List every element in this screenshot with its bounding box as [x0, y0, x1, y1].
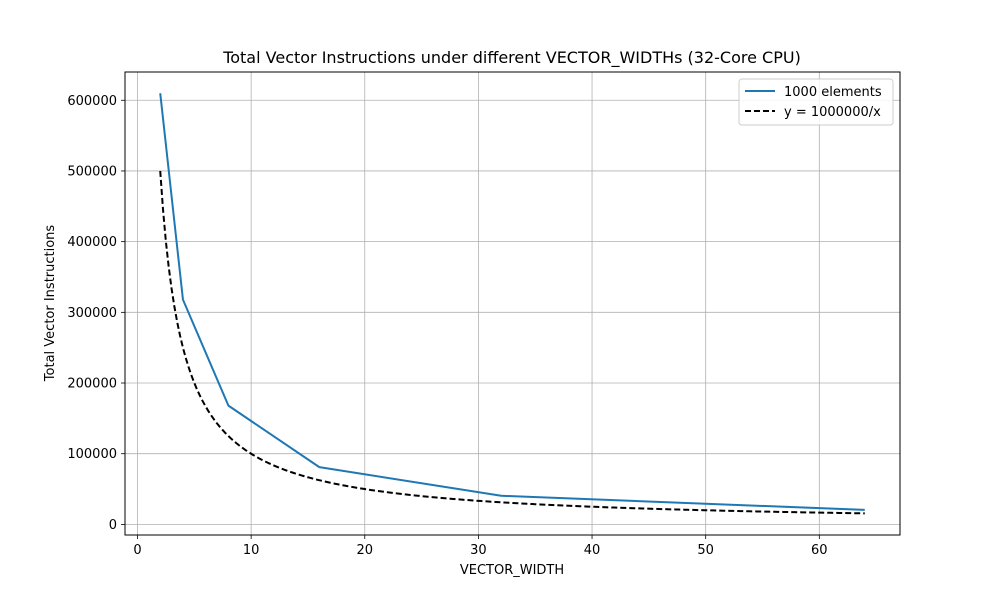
- y-tick-label: 600000: [67, 94, 117, 109]
- x-tick-label: 30: [470, 543, 487, 558]
- x-tick-label: 60: [811, 543, 828, 558]
- x-tick-label: 10: [243, 543, 260, 558]
- x-tick-label: 0: [133, 543, 141, 558]
- y-tick-label: 500000: [67, 164, 117, 179]
- series-layer: [159, 93, 865, 515]
- plot-area-frame: [124, 71, 901, 536]
- y-axis-label: Total Vector Instructions: [43, 225, 58, 383]
- y-tick-label: 300000: [67, 306, 117, 321]
- grid: [125, 72, 900, 535]
- x-tick-label: 40: [584, 543, 601, 558]
- chart-title: Total Vector Instructions under differen…: [222, 48, 801, 68]
- legend-box: [738, 78, 894, 126]
- series-line-1000-elements: [159, 93, 865, 511]
- x-tick-label: 20: [356, 543, 373, 558]
- legend-label-reference-curve: y = 1000000/x: [784, 105, 881, 120]
- y-tick-label: 200000: [67, 377, 117, 392]
- ticks: 0 10 20 30 40 50 60 0 100000 200000 300000 400000 50…: [67, 94, 827, 558]
- y-tick-label: 0: [109, 518, 117, 533]
- x-axis-label: VECTOR_WIDTH: [460, 563, 564, 578]
- legend: 1000 elements y = 1000000/x: [738, 78, 894, 126]
- y-tick-label: 400000: [67, 235, 117, 250]
- x-tick-label: 50: [697, 543, 714, 558]
- y-tick-label: 100000: [67, 447, 117, 462]
- legend-label-1000-elements: 1000 elements: [784, 85, 882, 100]
- series-line-reference-curve: [159, 170, 865, 515]
